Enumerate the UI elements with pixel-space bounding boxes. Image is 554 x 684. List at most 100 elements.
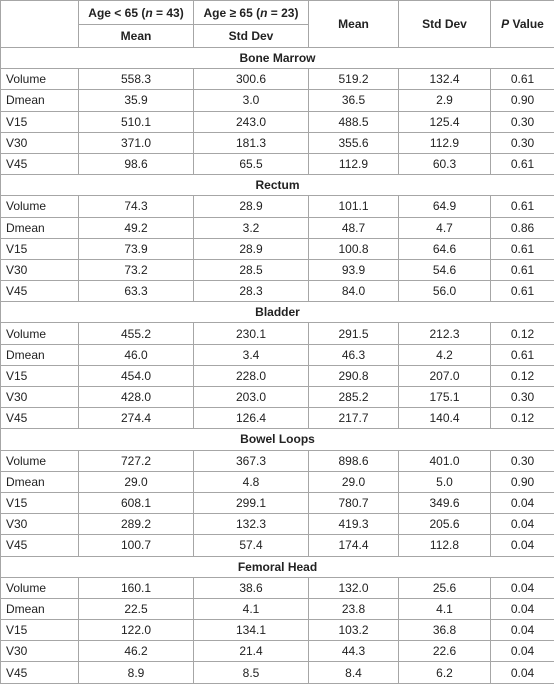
row-label: Volume: [1, 577, 79, 598]
cell: 0.61: [491, 238, 554, 259]
cell: 28.3: [194, 281, 309, 302]
cell: 100.7: [79, 535, 194, 556]
header-row: Age < 65 (n = 43) Age ≥ 65 (n = 23) Mean…: [1, 1, 554, 25]
cell: 46.3: [309, 344, 399, 365]
cell: 4.7: [399, 217, 491, 238]
cell: 0.30: [491, 450, 554, 471]
cell: 36.5: [309, 90, 399, 111]
section-title: Femoral Head: [1, 556, 554, 577]
cell: 140.4: [399, 408, 491, 429]
cell: 3.2: [194, 217, 309, 238]
cell: 181.3: [194, 132, 309, 153]
cell: 25.6: [399, 577, 491, 598]
cell: 0.04: [491, 577, 554, 598]
cell: 203.0: [194, 387, 309, 408]
cell: 2.9: [399, 90, 491, 111]
cell: 28.9: [194, 196, 309, 217]
cell: 898.6: [309, 450, 399, 471]
row-label: V15: [1, 238, 79, 259]
cell: 60.3: [399, 153, 491, 174]
cell: 299.1: [194, 492, 309, 513]
cell: 0.61: [491, 281, 554, 302]
cell: 63.3: [79, 281, 194, 302]
header-text: = 43): [153, 6, 184, 20]
cell: 488.5: [309, 111, 399, 132]
cell: 44.3: [309, 641, 399, 662]
header-text: = 23): [267, 6, 298, 20]
cell: 290.8: [309, 365, 399, 386]
cell: 0.90: [491, 90, 554, 111]
section-row: Bladder: [1, 302, 554, 323]
cell: 160.1: [79, 577, 194, 598]
cell: 0.30: [491, 111, 554, 132]
cell: 28.9: [194, 238, 309, 259]
cell: 0.04: [491, 492, 554, 513]
cell: 175.1: [399, 387, 491, 408]
cell: 4.8: [194, 471, 309, 492]
cell: 608.1: [79, 492, 194, 513]
cell: 29.0: [309, 471, 399, 492]
cell: 0.12: [491, 365, 554, 386]
cell: 0.86: [491, 217, 554, 238]
cell: 98.6: [79, 153, 194, 174]
row-label: Dmean: [1, 344, 79, 365]
row-label: V15: [1, 111, 79, 132]
row-label: V30: [1, 387, 79, 408]
cell: 65.5: [194, 153, 309, 174]
cell: 454.0: [79, 365, 194, 386]
cell: 349.6: [399, 492, 491, 513]
header-cell: Age < 65 (n = 43): [79, 1, 194, 25]
cell: 126.4: [194, 408, 309, 429]
cell: 48.7: [309, 217, 399, 238]
cell: 54.6: [399, 259, 491, 280]
header-text: Age ≥ 65 (: [204, 6, 261, 20]
cell: 230.1: [194, 323, 309, 344]
header-cell: Mean: [309, 1, 399, 48]
cell: 0.04: [491, 598, 554, 619]
row-label: Dmean: [1, 217, 79, 238]
cell: 49.2: [79, 217, 194, 238]
cell: 207.0: [399, 365, 491, 386]
cell: 132.0: [309, 577, 399, 598]
cell: 5.0: [399, 471, 491, 492]
section-row: Femoral Head: [1, 556, 554, 577]
cell: 22.6: [399, 641, 491, 662]
cell: 0.04: [491, 641, 554, 662]
section-title: Bowel Loops: [1, 429, 554, 450]
cell: 0.61: [491, 344, 554, 365]
cell: 73.9: [79, 238, 194, 259]
cell: 112.9: [399, 132, 491, 153]
cell: 134.1: [194, 620, 309, 641]
row-label: V45: [1, 662, 79, 683]
row-label: V30: [1, 514, 79, 535]
cell: 285.2: [309, 387, 399, 408]
header-cell: Std Dev: [194, 25, 309, 48]
cell: 419.3: [309, 514, 399, 535]
cell: 401.0: [399, 450, 491, 471]
row-label: V30: [1, 641, 79, 662]
cell: 289.2: [79, 514, 194, 535]
row-label: V30: [1, 259, 79, 280]
header-cell: Std Dev: [399, 1, 491, 48]
cell: 35.9: [79, 90, 194, 111]
section-row: Bowel Loops: [1, 429, 554, 450]
cell: 112.8: [399, 535, 491, 556]
cell: 300.6: [194, 69, 309, 90]
